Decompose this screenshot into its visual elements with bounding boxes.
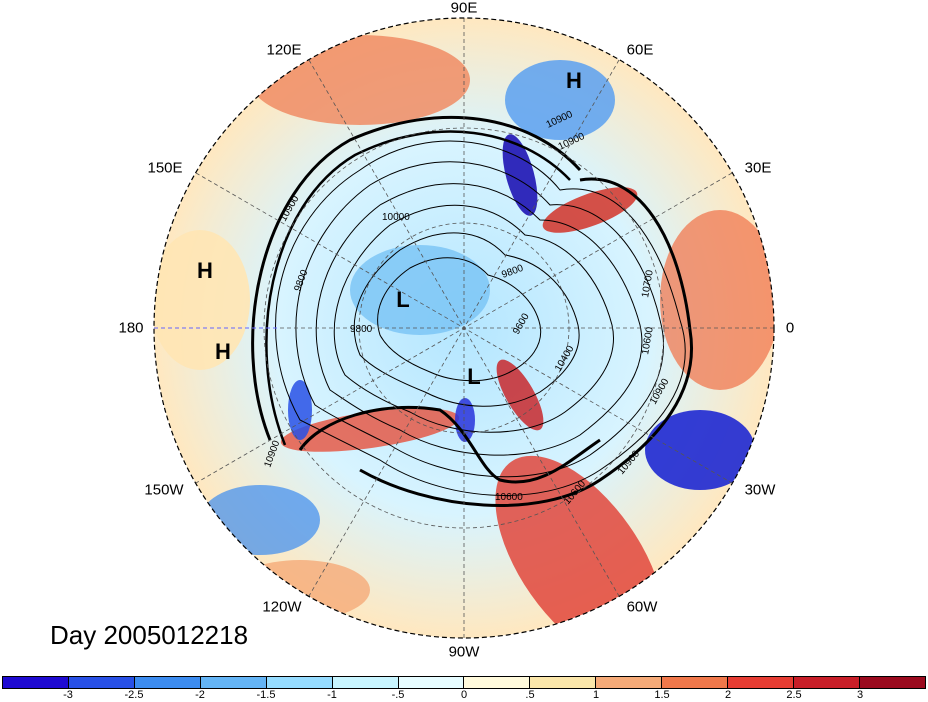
contour-label: 10000 xyxy=(382,212,410,223)
anomaly-patch-cold-atlantic xyxy=(645,410,755,490)
anomaly-patch-cold-pacific xyxy=(200,485,320,555)
colorbar-tick-label: .5 xyxy=(525,689,535,701)
contour-label: 10600 xyxy=(495,492,523,503)
anomaly-patch-warm-jet-2 xyxy=(542,187,638,233)
colorbar-segment xyxy=(398,677,465,688)
anomaly-patch-cold-arctic xyxy=(350,245,490,335)
colorbar-segment xyxy=(68,677,135,688)
lon-label-30e: 30E xyxy=(744,159,772,177)
colorbar-tick-label: 2 xyxy=(724,689,732,701)
colorbar-tick-label: -1.5 xyxy=(256,689,276,701)
lon-label-150e: 150E xyxy=(147,159,183,177)
high-pressure-label: H xyxy=(566,68,582,93)
anomaly-patch-cold-siberia xyxy=(502,134,538,216)
lon-label-120e: 120E xyxy=(266,41,302,59)
colorbar-segment xyxy=(200,677,267,688)
colorbar-tick-label: 2.5 xyxy=(786,689,802,701)
lon-label-90w: 90W xyxy=(448,643,480,661)
lon-label-150w: 150W xyxy=(144,481,184,499)
colorbar-segment xyxy=(266,677,333,688)
colorbar-tick-label: -2.5 xyxy=(124,689,144,701)
anomaly-patch-warm-europe xyxy=(660,210,774,390)
colorbar-segment xyxy=(3,677,69,688)
high-pressure-label: H xyxy=(197,258,213,283)
anomaly-patch-cold-alaska xyxy=(288,380,312,440)
height-contours xyxy=(251,116,693,507)
lon-label-60e: 60E xyxy=(626,41,654,59)
lon-label-90e: 90E xyxy=(450,0,478,17)
colorbar xyxy=(2,676,926,689)
anomaly-patch-warm-pacific xyxy=(154,230,250,370)
contour-label: 10700 xyxy=(640,269,656,299)
colorbar-ticks: -3 -2.5 -2 -1.5 -1 -.5 0 .5 1 1.5 2 2.5 3 xyxy=(2,689,926,702)
lon-label-180: 180 xyxy=(118,319,144,337)
colorbar-tick-label: -1 xyxy=(327,689,337,701)
colorbar-segment xyxy=(662,677,729,688)
colorbar-segment xyxy=(134,677,201,688)
colorbar-tick-label: -.5 xyxy=(391,689,405,701)
colorbar-segment xyxy=(332,677,399,688)
colorbar-segment xyxy=(464,677,531,688)
colorbar-tick-label: 1.5 xyxy=(654,689,670,701)
lon-label-120w: 120W xyxy=(262,598,302,616)
colorbar-segment xyxy=(794,677,860,688)
colorbar-tick-label: 3 xyxy=(856,689,864,701)
colorbar-tick-label: 1 xyxy=(592,689,600,701)
colorbar-tick-label: -2 xyxy=(195,689,205,701)
map-boundary xyxy=(153,17,775,639)
graticule xyxy=(154,18,774,638)
low-pressure-label: L xyxy=(467,364,481,389)
lon-label-0: 0 xyxy=(785,319,795,337)
anomaly-patch-cold-asia xyxy=(505,60,615,140)
lon-label-60w: 60W xyxy=(626,598,658,616)
low-pressure-label: L xyxy=(396,287,410,312)
anomaly-patch-warm-jet-1 xyxy=(280,408,460,452)
colorbar-tick-label: 0 xyxy=(460,689,468,701)
contour-label: 9800 xyxy=(350,324,373,335)
anomaly-patch-warm-jet-3 xyxy=(496,359,544,431)
colorbar-segment xyxy=(596,677,663,688)
high-pressure-label: H xyxy=(215,339,231,364)
contour-label: 10600 xyxy=(640,326,656,356)
colorbar-tick-label: -3 xyxy=(63,689,73,701)
lon-label-30w: 30W xyxy=(744,481,776,499)
colorbar-segment xyxy=(728,677,795,688)
colorbar-segment xyxy=(530,677,597,688)
colorbar-segment xyxy=(859,677,925,688)
date-label: Day 2005012218 xyxy=(50,620,249,650)
